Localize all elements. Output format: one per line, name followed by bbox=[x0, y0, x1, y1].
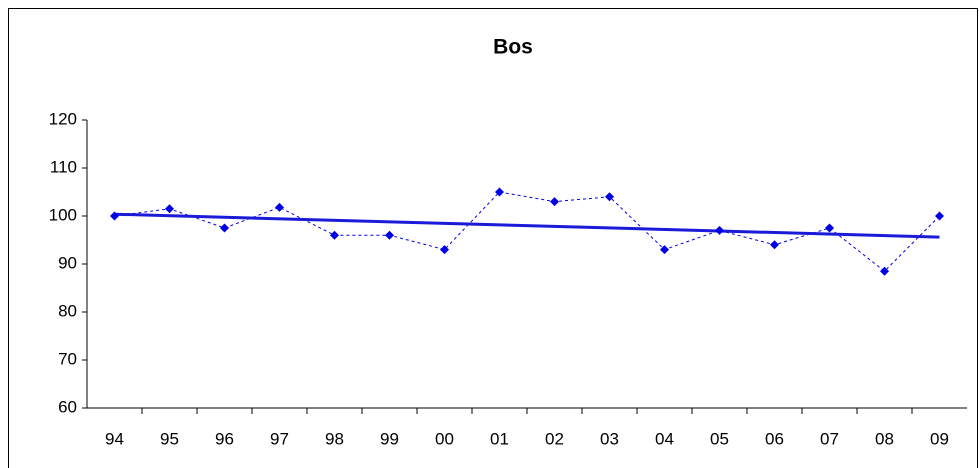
x-tick-label: 94 bbox=[105, 429, 124, 448]
chart-title: Bos bbox=[493, 36, 533, 59]
x-tick-label: 05 bbox=[710, 429, 729, 448]
marker bbox=[770, 240, 779, 250]
marker bbox=[110, 211, 119, 221]
marker bbox=[440, 245, 449, 255]
marker bbox=[275, 202, 284, 212]
y-tick-label: 60 bbox=[58, 397, 77, 416]
x-tick-label: 06 bbox=[765, 429, 784, 448]
series-line bbox=[114, 191, 940, 272]
marker bbox=[495, 187, 504, 197]
y-tick-label: 100 bbox=[49, 205, 77, 224]
marker bbox=[825, 223, 834, 233]
marker bbox=[220, 223, 229, 233]
chart-frame bbox=[8, 8, 978, 468]
x-tick-label: 99 bbox=[380, 429, 399, 448]
marker bbox=[165, 204, 174, 214]
x-tick-label: 03 bbox=[600, 429, 619, 448]
x-tick-label: 01 bbox=[490, 429, 509, 448]
marker bbox=[330, 230, 339, 240]
marker bbox=[715, 225, 724, 235]
marker bbox=[935, 211, 944, 221]
x-tick-label: 95 bbox=[160, 429, 179, 448]
marker bbox=[385, 230, 394, 240]
x-tick-label: 08 bbox=[875, 429, 894, 448]
x-tick-label: 02 bbox=[545, 429, 564, 448]
x-tick-label: 98 bbox=[325, 429, 344, 448]
y-tick-label: 90 bbox=[58, 253, 77, 272]
x-tick-label: 09 bbox=[930, 429, 949, 448]
marker bbox=[660, 245, 669, 255]
y-tick-label: 70 bbox=[58, 349, 77, 368]
marker bbox=[550, 197, 559, 207]
x-tick-label: 04 bbox=[655, 429, 674, 448]
x-tick-label: 97 bbox=[270, 429, 289, 448]
marker bbox=[880, 266, 889, 276]
y-tick-label: 120 bbox=[49, 109, 77, 128]
x-tick-label: 07 bbox=[820, 429, 839, 448]
y-tick-label: 80 bbox=[58, 301, 77, 320]
x-tick-label: 00 bbox=[435, 429, 454, 448]
marker bbox=[605, 192, 614, 202]
y-tick-label: 110 bbox=[50, 157, 77, 176]
x-tick-label: 96 bbox=[215, 429, 234, 448]
trend-line bbox=[114, 212, 940, 239]
